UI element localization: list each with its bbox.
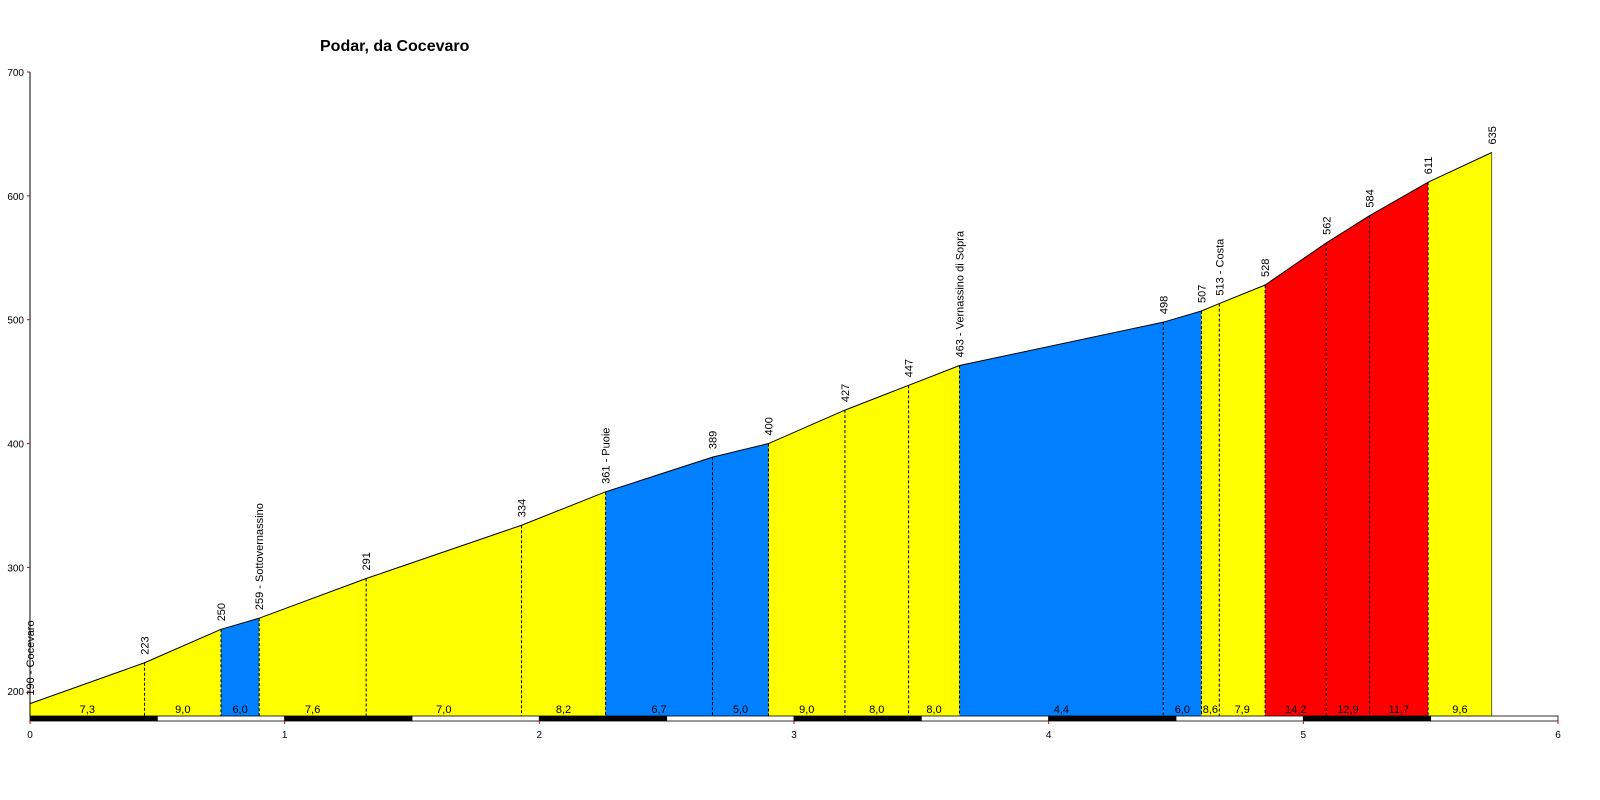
scale-bar-segment — [538, 715, 668, 722]
segment-fill — [1265, 242, 1327, 716]
segment-dividers — [144, 182, 1429, 716]
profile-line — [29, 152, 1493, 705]
point-label: 498 — [1158, 296, 1170, 314]
gradient-label: 6,0 — [1175, 704, 1190, 716]
scale-bar-segment — [1430, 715, 1559, 722]
scale-bar-segment — [1302, 715, 1432, 722]
gradient-label: 8,6 — [1203, 704, 1218, 716]
gradient-label: 8,0 — [926, 704, 941, 716]
point-label: 447 — [904, 359, 916, 377]
segment-fill — [366, 525, 522, 716]
gradient-label: 11,7 — [1389, 704, 1410, 716]
gradient-label: 6,0 — [232, 704, 247, 716]
point-label: 584 — [1365, 189, 1377, 207]
point-label: 190 - Cocevaro — [25, 620, 37, 695]
x-tick-label: 4 — [1046, 730, 1052, 741]
x-tick-label: 2 — [537, 730, 543, 741]
chart-title: Podar, da Cocevaro — [320, 38, 470, 55]
gradient-label: 4,4 — [1054, 704, 1069, 716]
segment-fill — [712, 443, 769, 716]
gradient-label: 12,9 — [1337, 704, 1358, 716]
gradient-label: 8,2 — [556, 704, 571, 716]
y-tick-label: 600 — [7, 192, 24, 203]
point-label: 635 — [1487, 126, 1499, 144]
segment-fill — [1163, 311, 1202, 716]
point-label: 223 — [140, 636, 152, 654]
gradient-label: 14,2 — [1285, 704, 1306, 716]
y-tick-label: 400 — [7, 440, 24, 451]
profile-outline — [29, 152, 1493, 716]
segment-fill — [1369, 182, 1429, 716]
point-label: 463 - Vernassino di Sopra — [955, 230, 967, 357]
point-label: 611 — [1423, 157, 1435, 175]
gradient-label: 9,0 — [175, 704, 190, 716]
gradient-label: 7,0 — [436, 704, 451, 716]
segment-fill — [521, 491, 606, 716]
point-label: 259 - Sottovernassino — [254, 503, 266, 610]
x-tick-label: 1 — [282, 730, 288, 741]
segment-fills — [30, 152, 1492, 716]
scale-bar-segment — [793, 715, 922, 722]
gradient-label: 6,7 — [651, 704, 666, 716]
point-label: 427 — [840, 384, 852, 402]
segment-fill — [30, 662, 145, 716]
y-tick-label: 200 — [7, 687, 24, 698]
segment-fill — [844, 385, 909, 716]
scale-bar-segment — [920, 715, 1050, 722]
point-label: 562 — [1321, 217, 1333, 235]
gradient-label: 8,0 — [869, 704, 884, 716]
segment-fill — [144, 629, 221, 716]
gradient-label: 7,6 — [305, 704, 320, 716]
scale-bar-segment — [411, 715, 540, 722]
scale-bar-segment — [156, 715, 286, 722]
segment-fill — [1201, 303, 1220, 716]
segment-fill — [959, 322, 1164, 716]
segment-fill — [1326, 215, 1370, 716]
point-label: 400 — [764, 417, 776, 435]
scale-bar-segment — [1175, 715, 1304, 722]
segment-fill — [259, 578, 367, 716]
segment-fill — [605, 457, 713, 716]
gradient-labels: 7,3 9,0 6,0 7,6 7,0 8,2 6,7 5,0 9,0 8,0 8,0 4,4 6,0 8… — [80, 704, 1468, 716]
point-label: 389 — [708, 431, 720, 449]
scale-bar-segment — [284, 715, 413, 722]
y-tick-label: 700 — [7, 68, 24, 79]
point-label: 334 — [517, 499, 529, 517]
axes: 200 300 400 500 600 700 0 1 2 3 4 5 6 — [7, 68, 1561, 741]
gradient-label: 9,0 — [799, 704, 814, 716]
x-tick-label: 6 — [1555, 730, 1561, 741]
x-tick-label: 0 — [27, 730, 33, 741]
scale-bar-segment — [666, 715, 795, 722]
gradient-label: 5,0 — [733, 704, 748, 716]
y-tick-label: 500 — [7, 316, 24, 327]
scale-bar-segment — [29, 715, 158, 722]
point-label: 507 — [1196, 285, 1208, 303]
point-label: 291 — [361, 552, 373, 570]
point-labels: 190 - Cocevaro 223 250 259 - Sottovernassin… — [25, 126, 1499, 695]
y-tick-label: 300 — [7, 563, 24, 574]
scale-bar-segment — [1048, 715, 1177, 722]
point-label: 250 — [216, 603, 228, 621]
gradient-label: 7,3 — [80, 704, 95, 716]
segment-fill — [1428, 152, 1492, 716]
point-label: 513 - Costa — [1214, 238, 1226, 296]
x-tick-label: 3 — [791, 730, 797, 741]
gradient-label: 7,9 — [1235, 704, 1250, 716]
segment-fill — [908, 365, 960, 716]
gradient-label: 9,6 — [1452, 704, 1467, 716]
x-tick-label: 5 — [1301, 730, 1307, 741]
point-label: 361 - Puoie — [601, 428, 613, 484]
segment-fill — [221, 618, 260, 716]
segment-fill — [768, 410, 845, 716]
point-label: 528 — [1260, 259, 1272, 277]
segment-fill — [1219, 285, 1266, 716]
